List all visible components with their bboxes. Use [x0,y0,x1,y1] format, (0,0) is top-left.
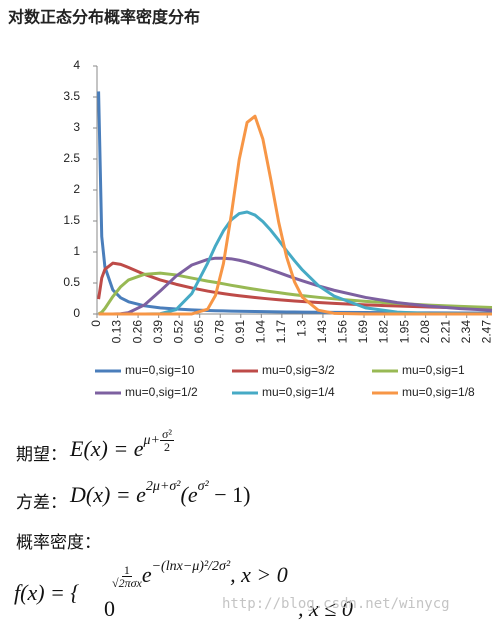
x-tick-label: 1.69 [356,320,370,344]
formula-text: f(x) = { [14,580,80,605]
x-tick-label: 2.08 [418,320,432,344]
legend-label: mu=0,sig=1/2 [125,385,198,399]
density-label: 概率密度： [16,533,101,553]
formula-num: σ² [159,427,175,442]
formula-text: (e [180,482,198,507]
formula-den: √2πσx [112,576,142,591]
y-tick-label: 2 [73,182,80,196]
x-tick-label: 2.21 [438,320,452,344]
x-tick-label: 0.13 [110,320,124,344]
variance-formula: D(x) = e2μ+σ²(eσ² − 1) [70,479,251,508]
formula-text: D(x) = e [70,482,146,507]
x-tick-label: 0.91 [233,320,247,344]
y-tick-label: 0.5 [63,275,80,289]
legend-label: mu=0,sig=3/2 [262,363,335,377]
x-tick-label: 2.47 [479,320,493,344]
formula-sup: 2μ+σ² [145,479,181,494]
y-tick-label: 2.5 [63,151,80,165]
x-tick-label: 2.34 [459,320,473,344]
pdf-case1: 1 √2πσx e−(lnx−μ)²/2σ², x > 0 [112,559,288,589]
formula-sup: μ+ σ² 2 [143,428,175,453]
x-tick-label: 1.17 [274,320,288,344]
watermark: http://blog.csdn.net/winycg [222,596,450,612]
y-tick-label: 4 [73,58,80,72]
series-line [97,261,493,311]
x-tick-label: 1.82 [377,320,391,344]
y-tick-label: 1 [73,244,80,258]
x-tick-label: 0.65 [192,320,206,344]
pdf-case2: 0 [104,596,115,622]
x-tick-label: 0.78 [212,320,226,344]
formula-text: 0 [104,596,115,621]
formula-den: 2 [163,440,170,455]
formula-text: , x ≤ 0 [298,596,353,621]
formula-text: − 1) [208,482,251,507]
x-tick-label: 0 [89,320,103,327]
pdf-lhs: f(x) = { [14,580,79,606]
formula-text: e [141,562,152,587]
series-line [98,114,492,316]
legend-label: mu=0,sig=1/4 [262,385,335,399]
formula-text: μ+ [143,433,160,448]
legend-label: mu=0,sig=1 [402,363,465,377]
formula-num: 1 [121,563,132,578]
y-tick-label: 1.5 [63,213,80,227]
legend-label: mu=0,sig=1/8 [402,385,475,399]
formula-text: , x > 0 [230,562,288,587]
x-tick-label: 1.3 [295,320,309,337]
formula-text: E(x) = e [70,436,144,461]
variance-label: 方差： [16,493,67,513]
x-tick-label: 1.56 [336,320,350,344]
x-tick-label: 0.52 [171,320,185,344]
expectation-formula: E(x) = eμ+ σ² 2 [70,428,175,465]
x-tick-label: 1.43 [315,320,329,344]
formula-sup: σ² [197,479,209,494]
y-tick-label: 3 [73,120,80,134]
formula-frac: 1 √2πσx [112,564,142,589]
x-tick-label: 1.95 [397,320,411,344]
pdf-cond2: , x ≤ 0 [298,596,353,622]
x-tick-label: 0.26 [130,320,144,344]
legend-label: mu=0,sig=10 [125,363,195,377]
series-line [98,210,493,316]
y-tick-label: 3.5 [63,89,80,103]
expectation-label: 期望： [16,445,67,465]
formula-sup: −(lnx−μ)²/2σ² [151,559,231,574]
formula-frac: σ² 2 [159,427,175,455]
y-tick-label: 0 [73,306,80,320]
chart-title: 对数正态分布概率密度分布 [8,8,200,27]
x-tick-label: 0.39 [151,320,165,344]
x-tick-label: 1.04 [253,320,267,344]
chart: 对数正态分布概率密度分布 0 0.5 1 1.5 2 2.5 3 3.5 4 0 0.13 0.26 0… [8,8,493,400]
